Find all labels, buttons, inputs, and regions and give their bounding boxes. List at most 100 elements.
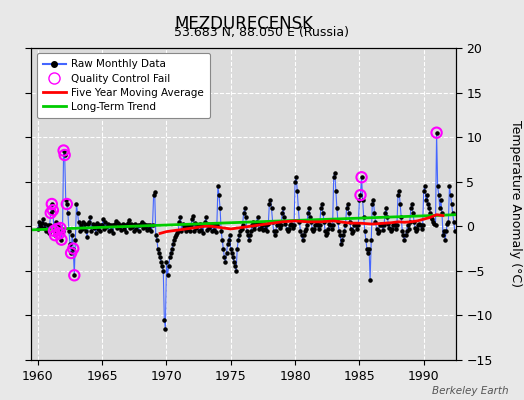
Point — [174, 228, 182, 234]
Point — [326, 221, 335, 228]
Point — [117, 227, 126, 233]
Point — [215, 192, 223, 198]
Point — [186, 228, 194, 234]
Point — [246, 232, 254, 238]
Point — [275, 220, 283, 227]
Point — [398, 228, 407, 234]
Point — [73, 210, 82, 216]
Point — [221, 259, 230, 265]
Point — [438, 210, 446, 216]
Point — [176, 214, 184, 220]
Point — [370, 210, 379, 216]
Point — [181, 222, 189, 228]
Point — [70, 272, 79, 278]
Point — [431, 221, 440, 228]
Point — [112, 218, 121, 224]
Point — [102, 224, 111, 230]
Point — [206, 222, 215, 228]
Text: 53.683 N, 88.050 E (Russia): 53.683 N, 88.050 E (Russia) — [174, 26, 350, 39]
Point — [362, 236, 370, 243]
Point — [54, 221, 62, 228]
Point — [429, 219, 438, 225]
Point — [53, 226, 61, 232]
Point — [152, 236, 161, 243]
Point — [451, 228, 459, 234]
Point — [146, 222, 155, 228]
Point — [95, 221, 103, 228]
Point — [307, 219, 315, 225]
Point — [271, 228, 280, 234]
Point — [61, 196, 70, 203]
Point — [413, 226, 421, 232]
Point — [252, 221, 260, 228]
Point — [71, 236, 80, 243]
Point — [46, 221, 54, 228]
Point — [188, 216, 196, 222]
Point — [199, 229, 207, 236]
Point — [209, 221, 217, 228]
Point — [433, 183, 442, 189]
Point — [254, 214, 262, 220]
Point — [151, 232, 160, 238]
Point — [377, 220, 385, 227]
Point — [184, 226, 192, 232]
Point — [200, 220, 208, 227]
Point — [410, 219, 418, 225]
Point — [427, 214, 435, 220]
Point — [227, 250, 236, 256]
Point — [194, 228, 203, 234]
Point — [369, 196, 377, 203]
Point — [259, 227, 267, 233]
Point — [107, 222, 116, 228]
Point — [89, 220, 97, 227]
Point — [110, 221, 118, 228]
Point — [400, 236, 409, 243]
Point — [81, 220, 89, 227]
Point — [304, 210, 312, 216]
Point — [83, 234, 91, 240]
Point — [396, 201, 405, 207]
Point — [436, 196, 445, 203]
Point — [245, 236, 253, 243]
Point — [350, 221, 358, 228]
Point — [178, 220, 187, 227]
Point — [382, 205, 390, 212]
Point — [172, 232, 180, 238]
Point — [380, 221, 388, 228]
Point — [364, 250, 372, 256]
Point — [229, 254, 237, 261]
Point — [302, 226, 310, 232]
Point — [150, 189, 159, 196]
Point — [48, 201, 56, 207]
Point — [49, 207, 57, 214]
Point — [129, 221, 137, 228]
Point — [357, 174, 366, 180]
Point — [90, 225, 98, 231]
Point — [189, 212, 198, 219]
Point — [334, 219, 342, 225]
Point — [248, 221, 256, 228]
Point — [397, 214, 406, 220]
Point — [214, 183, 222, 189]
Point — [36, 221, 44, 228]
Point — [343, 201, 352, 207]
Point — [88, 228, 96, 234]
Point — [375, 228, 383, 234]
Point — [310, 226, 319, 232]
Point — [265, 201, 274, 207]
Point — [51, 232, 59, 238]
Point — [415, 220, 423, 227]
Point — [128, 224, 136, 230]
Point — [84, 220, 92, 227]
Point — [104, 228, 113, 234]
Point — [59, 147, 68, 154]
Point — [421, 183, 429, 189]
Title: MEZDURECENSK: MEZDURECENSK — [174, 14, 313, 32]
Point — [298, 236, 307, 243]
Point — [122, 228, 130, 235]
Point — [292, 174, 300, 180]
Point — [387, 226, 396, 232]
Point — [236, 228, 245, 234]
Point — [118, 220, 127, 227]
Point — [339, 232, 347, 238]
